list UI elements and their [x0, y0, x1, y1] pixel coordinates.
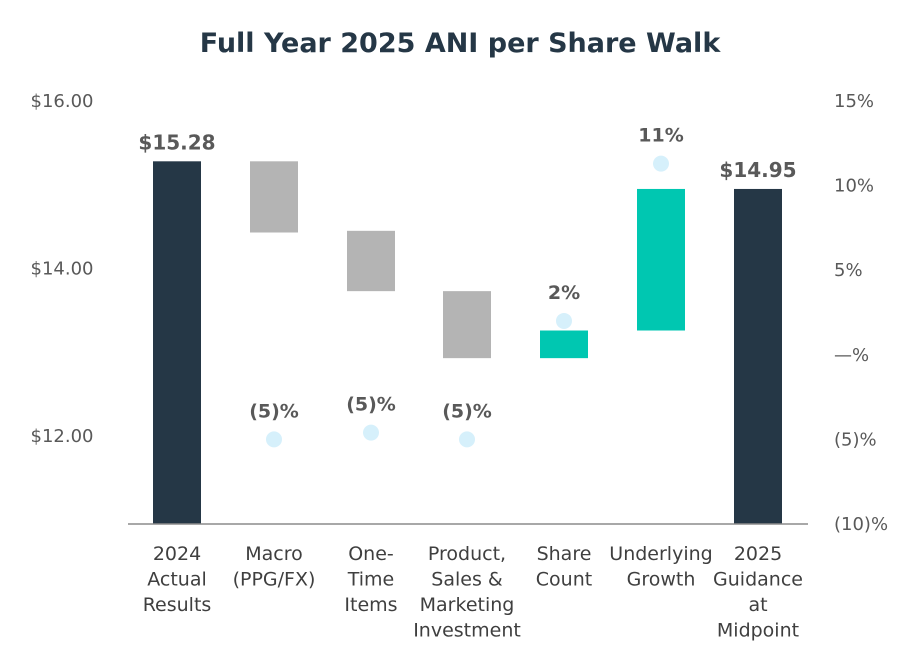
growth-point-label: (5)% [346, 394, 396, 416]
growth-point [459, 431, 475, 448]
left-axis: $16.00 $14.00 $12.00 [31, 91, 94, 447]
increase-bar [637, 188, 685, 331]
category-label: Share Count [536, 543, 592, 591]
increase-bar [540, 330, 588, 359]
category-label: One-Time Items [344, 543, 397, 616]
total-value-label: $14.95 [719, 158, 796, 182]
growth-point [266, 431, 282, 448]
total-bar [153, 161, 201, 525]
right-tick-label: —% [834, 345, 869, 366]
category-label: 2025 Guidance at Midpoint [713, 543, 803, 642]
total-value-label: $15.28 [138, 130, 215, 154]
decrease-bar [250, 161, 298, 233]
growth-point-label: 2% [548, 282, 580, 304]
chart-title: Full Year 2025 ANI per Share Walk [200, 28, 722, 59]
growth-point-label: (5)% [249, 400, 299, 422]
growth-point-label: 11% [638, 125, 683, 147]
category-label: Underlying Growth [609, 543, 712, 591]
category-label: Product, Sales & Marketing Investment [413, 543, 521, 642]
left-tick-label: $16.00 [31, 91, 94, 112]
right-tick-label: (5)% [834, 429, 877, 450]
right-tick-label: 10% [834, 176, 874, 197]
growth-point [556, 312, 572, 329]
total-bar [734, 188, 782, 524]
decrease-bar [347, 230, 395, 292]
bars: $15.28 $14.95 [138, 130, 797, 525]
growth-point [363, 424, 379, 441]
category-labels: 2024 Actual Results Macro (PPG/FX) One-Time It… [143, 543, 803, 642]
right-tick-label: 5% [834, 260, 863, 281]
growth-points: (5)% (5)% (5)% 2% 11% [249, 125, 684, 448]
growth-point [653, 155, 669, 172]
right-tick-label: (10)% [834, 514, 888, 535]
right-tick-label: 15% [834, 91, 874, 112]
category-label: Macro (PPG/FX) [233, 543, 316, 591]
decrease-bar [443, 291, 491, 359]
left-tick-label: $12.00 [31, 426, 94, 447]
category-label: 2024 Actual Results [143, 543, 212, 616]
left-tick-label: $14.00 [31, 259, 94, 280]
growth-point-label: (5)% [442, 400, 492, 422]
right-axis: 15% 10% 5% —% (5)% (10)% [834, 91, 888, 535]
